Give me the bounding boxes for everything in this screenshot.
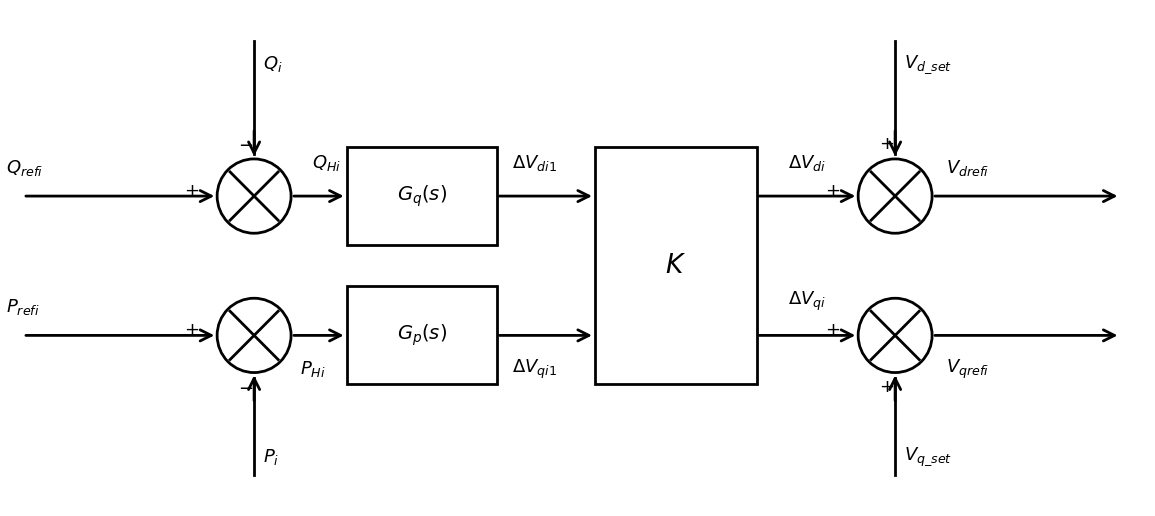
Bar — [346, 286, 497, 384]
Text: $+$: $+$ — [879, 136, 895, 153]
Text: $\Delta V_{di1}$: $\Delta V_{di1}$ — [512, 153, 557, 172]
Text: $\Delta V_{qi1}$: $\Delta V_{qi1}$ — [512, 358, 557, 380]
Text: $K$: $K$ — [665, 253, 686, 278]
Text: $Q_i$: $Q_i$ — [263, 55, 283, 74]
Text: $P_{refi}$: $P_{refi}$ — [6, 297, 39, 317]
Text: $+$: $+$ — [825, 182, 841, 200]
Bar — [346, 147, 497, 245]
Text: $-$: $-$ — [238, 136, 254, 153]
Text: $\Delta V_{di}$: $\Delta V_{di}$ — [789, 153, 826, 172]
Text: $P_{Hi}$: $P_{Hi}$ — [300, 359, 326, 379]
Text: $-$: $-$ — [238, 378, 254, 396]
Text: $V_{qrefi}$: $V_{qrefi}$ — [946, 358, 989, 380]
Text: $+$: $+$ — [184, 321, 200, 339]
Text: $V_{drefi}$: $V_{drefi}$ — [946, 158, 989, 178]
Text: $+$: $+$ — [825, 321, 841, 339]
Text: $Q_{refi}$: $Q_{refi}$ — [6, 158, 43, 178]
Text: $Q_{Hi}$: $Q_{Hi}$ — [312, 153, 341, 172]
Text: $V_{d\_set}$: $V_{d\_set}$ — [904, 53, 953, 76]
Text: $G_p(s)$: $G_p(s)$ — [396, 322, 447, 348]
Bar — [595, 147, 757, 384]
Text: $P_i$: $P_i$ — [263, 447, 280, 466]
Text: $V_{q\_set}$: $V_{q\_set}$ — [904, 445, 953, 468]
Text: $+$: $+$ — [879, 378, 895, 396]
Text: $\Delta V_{qi}$: $\Delta V_{qi}$ — [789, 291, 826, 313]
Text: $G_q(s)$: $G_q(s)$ — [396, 183, 447, 209]
Text: $+$: $+$ — [184, 182, 200, 200]
